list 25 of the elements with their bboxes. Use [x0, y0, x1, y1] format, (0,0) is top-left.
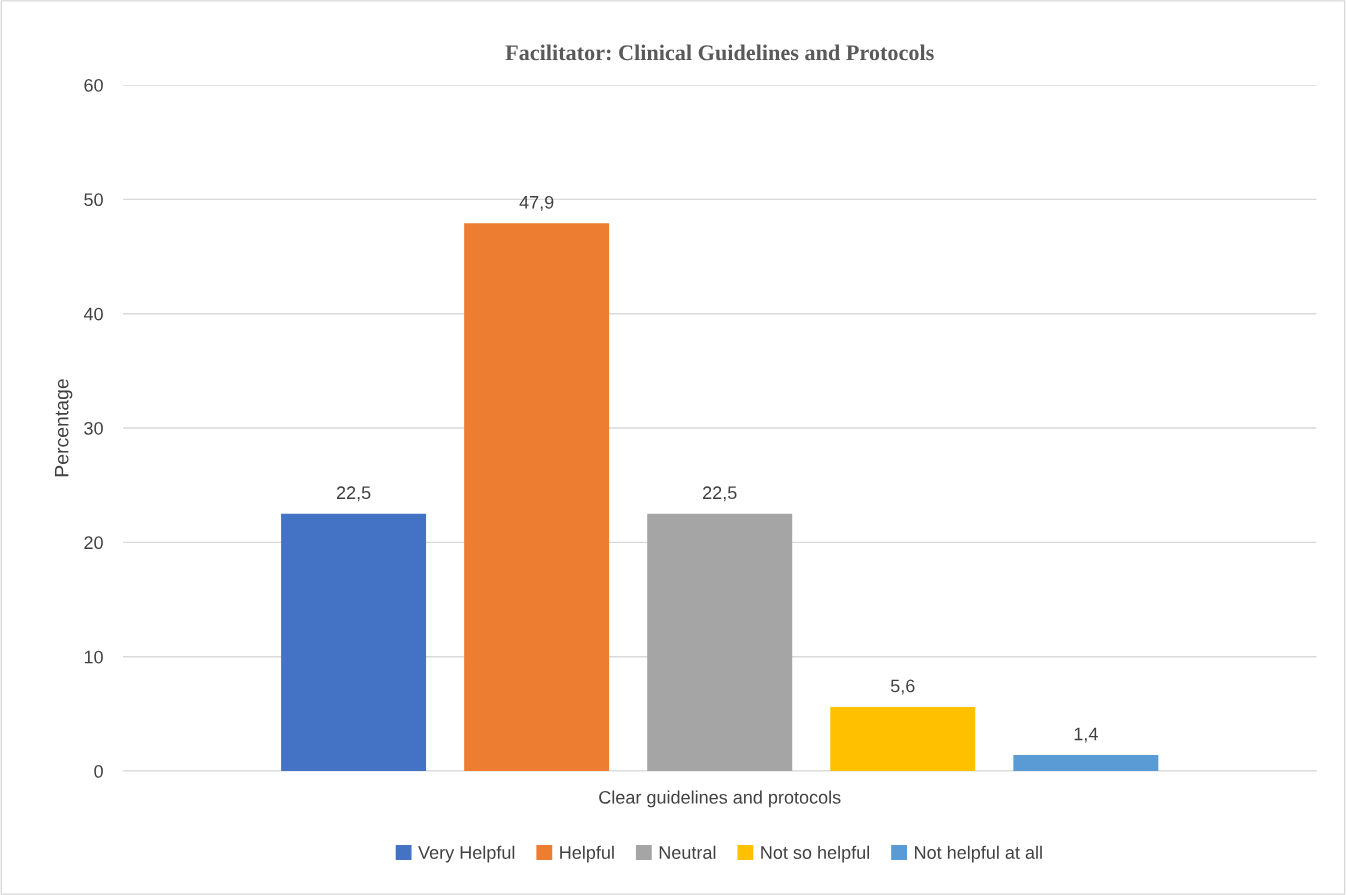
y-tick-label: 0 — [94, 764, 103, 778]
data-label: 22,5 — [336, 486, 371, 502]
chart-title: Facilitator: Clinical Guidelines and Protocols — [505, 44, 934, 61]
data-label: 5,6 — [890, 679, 915, 695]
x-tick-label: Clear guidelines and protocols — [599, 790, 841, 808]
legend-label: Not helpful at all — [915, 845, 1042, 863]
data-label: 47,9 — [519, 195, 554, 211]
legend-label: Neutral — [659, 845, 716, 859]
y-tick-label: 30 — [84, 421, 103, 435]
bar — [1013, 755, 1159, 772]
bar — [281, 513, 427, 772]
y-tick-label: 20 — [84, 536, 103, 550]
y-tick-label: 40 — [83, 307, 103, 321]
bar — [830, 707, 976, 772]
bar — [464, 223, 610, 772]
y-tick-label: 10 — [84, 650, 103, 664]
y-tick-label: 50 — [84, 193, 103, 207]
data-label: 22,5 — [703, 486, 737, 502]
data-label: 1,4 — [1074, 727, 1098, 743]
legend-label: Very Helpful — [418, 845, 515, 863]
y-axis-title: Percentage — [54, 379, 73, 477]
legend-label: Helpful — [560, 845, 614, 863]
legend-label: Not so helpful — [761, 845, 870, 863]
bar — [647, 513, 793, 772]
y-tick-label: 60 — [84, 78, 103, 92]
